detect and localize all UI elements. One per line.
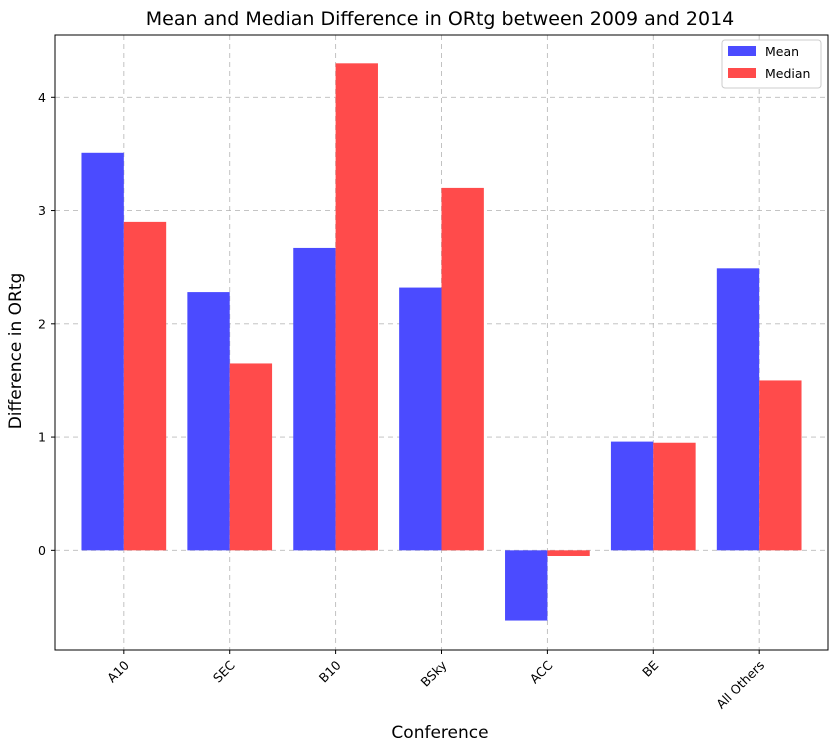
bar-mean-all-others [716,268,760,551]
bar-mean-sec [187,292,230,551]
x-tick-label: B10 [316,657,344,685]
x-tick-label: A10 [104,657,132,685]
x-tick-label: All Others [713,658,767,712]
bars [81,63,802,621]
legend-swatch-median [728,68,756,78]
legend-label-mean: Mean [765,44,799,59]
y-tick-label: 2 [38,316,46,331]
bar-median-sec [229,363,273,551]
x-tick-label: SEC [210,657,238,685]
bar-mean-bsky [399,287,442,551]
bar-median-b10 [335,63,378,551]
x-tick-label: BE [639,657,661,679]
bar-mean-b10 [293,247,336,551]
bar-median-be [653,442,696,551]
bar-median-acc [547,550,590,556]
chart-title: Mean and Median Difference in ORtg betwe… [146,8,735,30]
y-tick-label: 1 [38,430,46,445]
bar-mean-be [610,441,654,551]
x-axis-label: Conference [391,723,488,743]
legend: Mean Median [721,39,822,89]
bar-mean-a10 [81,152,124,551]
bar-median-all-others [759,380,802,551]
y-tick-label: 4 [38,90,46,105]
y-tick-label: 0 [38,543,46,558]
x-tick-label: BSky [417,657,450,690]
legend-swatch-mean [728,46,756,56]
y-tick-label: 3 [38,203,46,218]
y-axis-label: Difference in ORtg [6,273,26,430]
bar-median-a10 [123,221,167,551]
legend-label-median: Median [765,66,810,81]
x-tick-label: ACC [527,657,556,686]
bar-median-bsky [441,187,484,551]
bar-mean-acc [505,550,548,621]
